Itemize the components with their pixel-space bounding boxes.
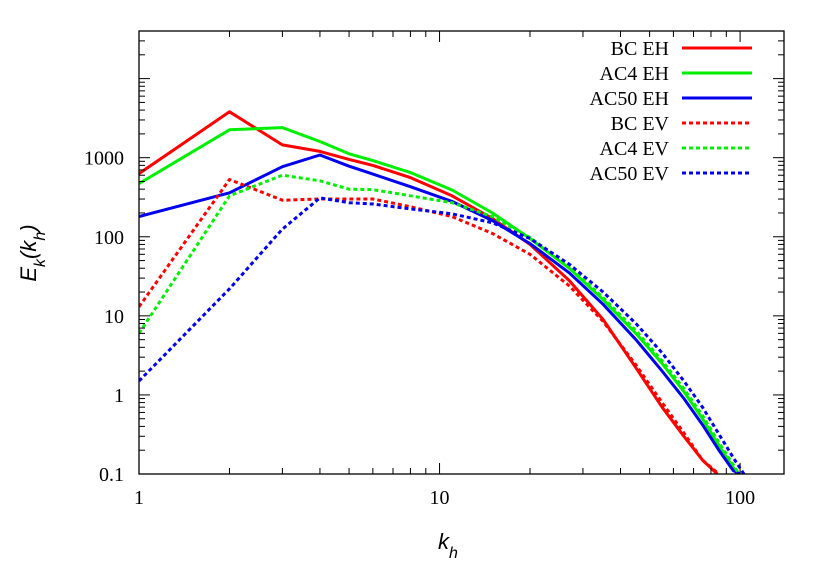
- x-tick-label: 10: [430, 487, 450, 509]
- plot-frame: [138, 30, 785, 475]
- y-tick-label: 100: [94, 227, 124, 249]
- y-tick-label: 10: [104, 306, 124, 328]
- x-axis-title: kh: [438, 529, 458, 562]
- y-axis-title: Ek(kh): [16, 224, 49, 281]
- legend: BC EH AC4 EH AC50 EH BC EV AC4 EV AC50 EV: [590, 38, 752, 185]
- series-layer: [139, 110, 746, 474]
- legend-label-bc-ev: BC EV: [611, 113, 670, 135]
- legend-label-ac4-eh: AC4 EH: [600, 63, 669, 85]
- y-tick-label: 0.1: [99, 464, 124, 486]
- legend-label-ac4-ev: AC4 EV: [600, 138, 670, 160]
- series-line-ac50-ev: [139, 196, 746, 474]
- x-tick-label: 1: [134, 487, 144, 509]
- tick-labels-layer: 1 10 100 0.1 1 10 100 1000: [84, 148, 755, 509]
- ticks-layer: [138, 30, 784, 475]
- series-line-ac50-eh: [139, 153, 741, 474]
- legend-label-ac50-ev: AC50 EV: [590, 163, 670, 185]
- y-tick-label: 1: [114, 385, 124, 407]
- y-tick-label: 1000: [84, 148, 124, 170]
- legend-label-ac50-eh: AC50 EH: [590, 88, 669, 110]
- x-tick-label: 100: [725, 487, 755, 509]
- series-line-bc-ev: [139, 178, 720, 474]
- series-line-ac4-eh: [139, 126, 739, 474]
- series-line-bc-eh: [139, 110, 719, 474]
- legend-label-bc-eh: BC EH: [611, 38, 669, 60]
